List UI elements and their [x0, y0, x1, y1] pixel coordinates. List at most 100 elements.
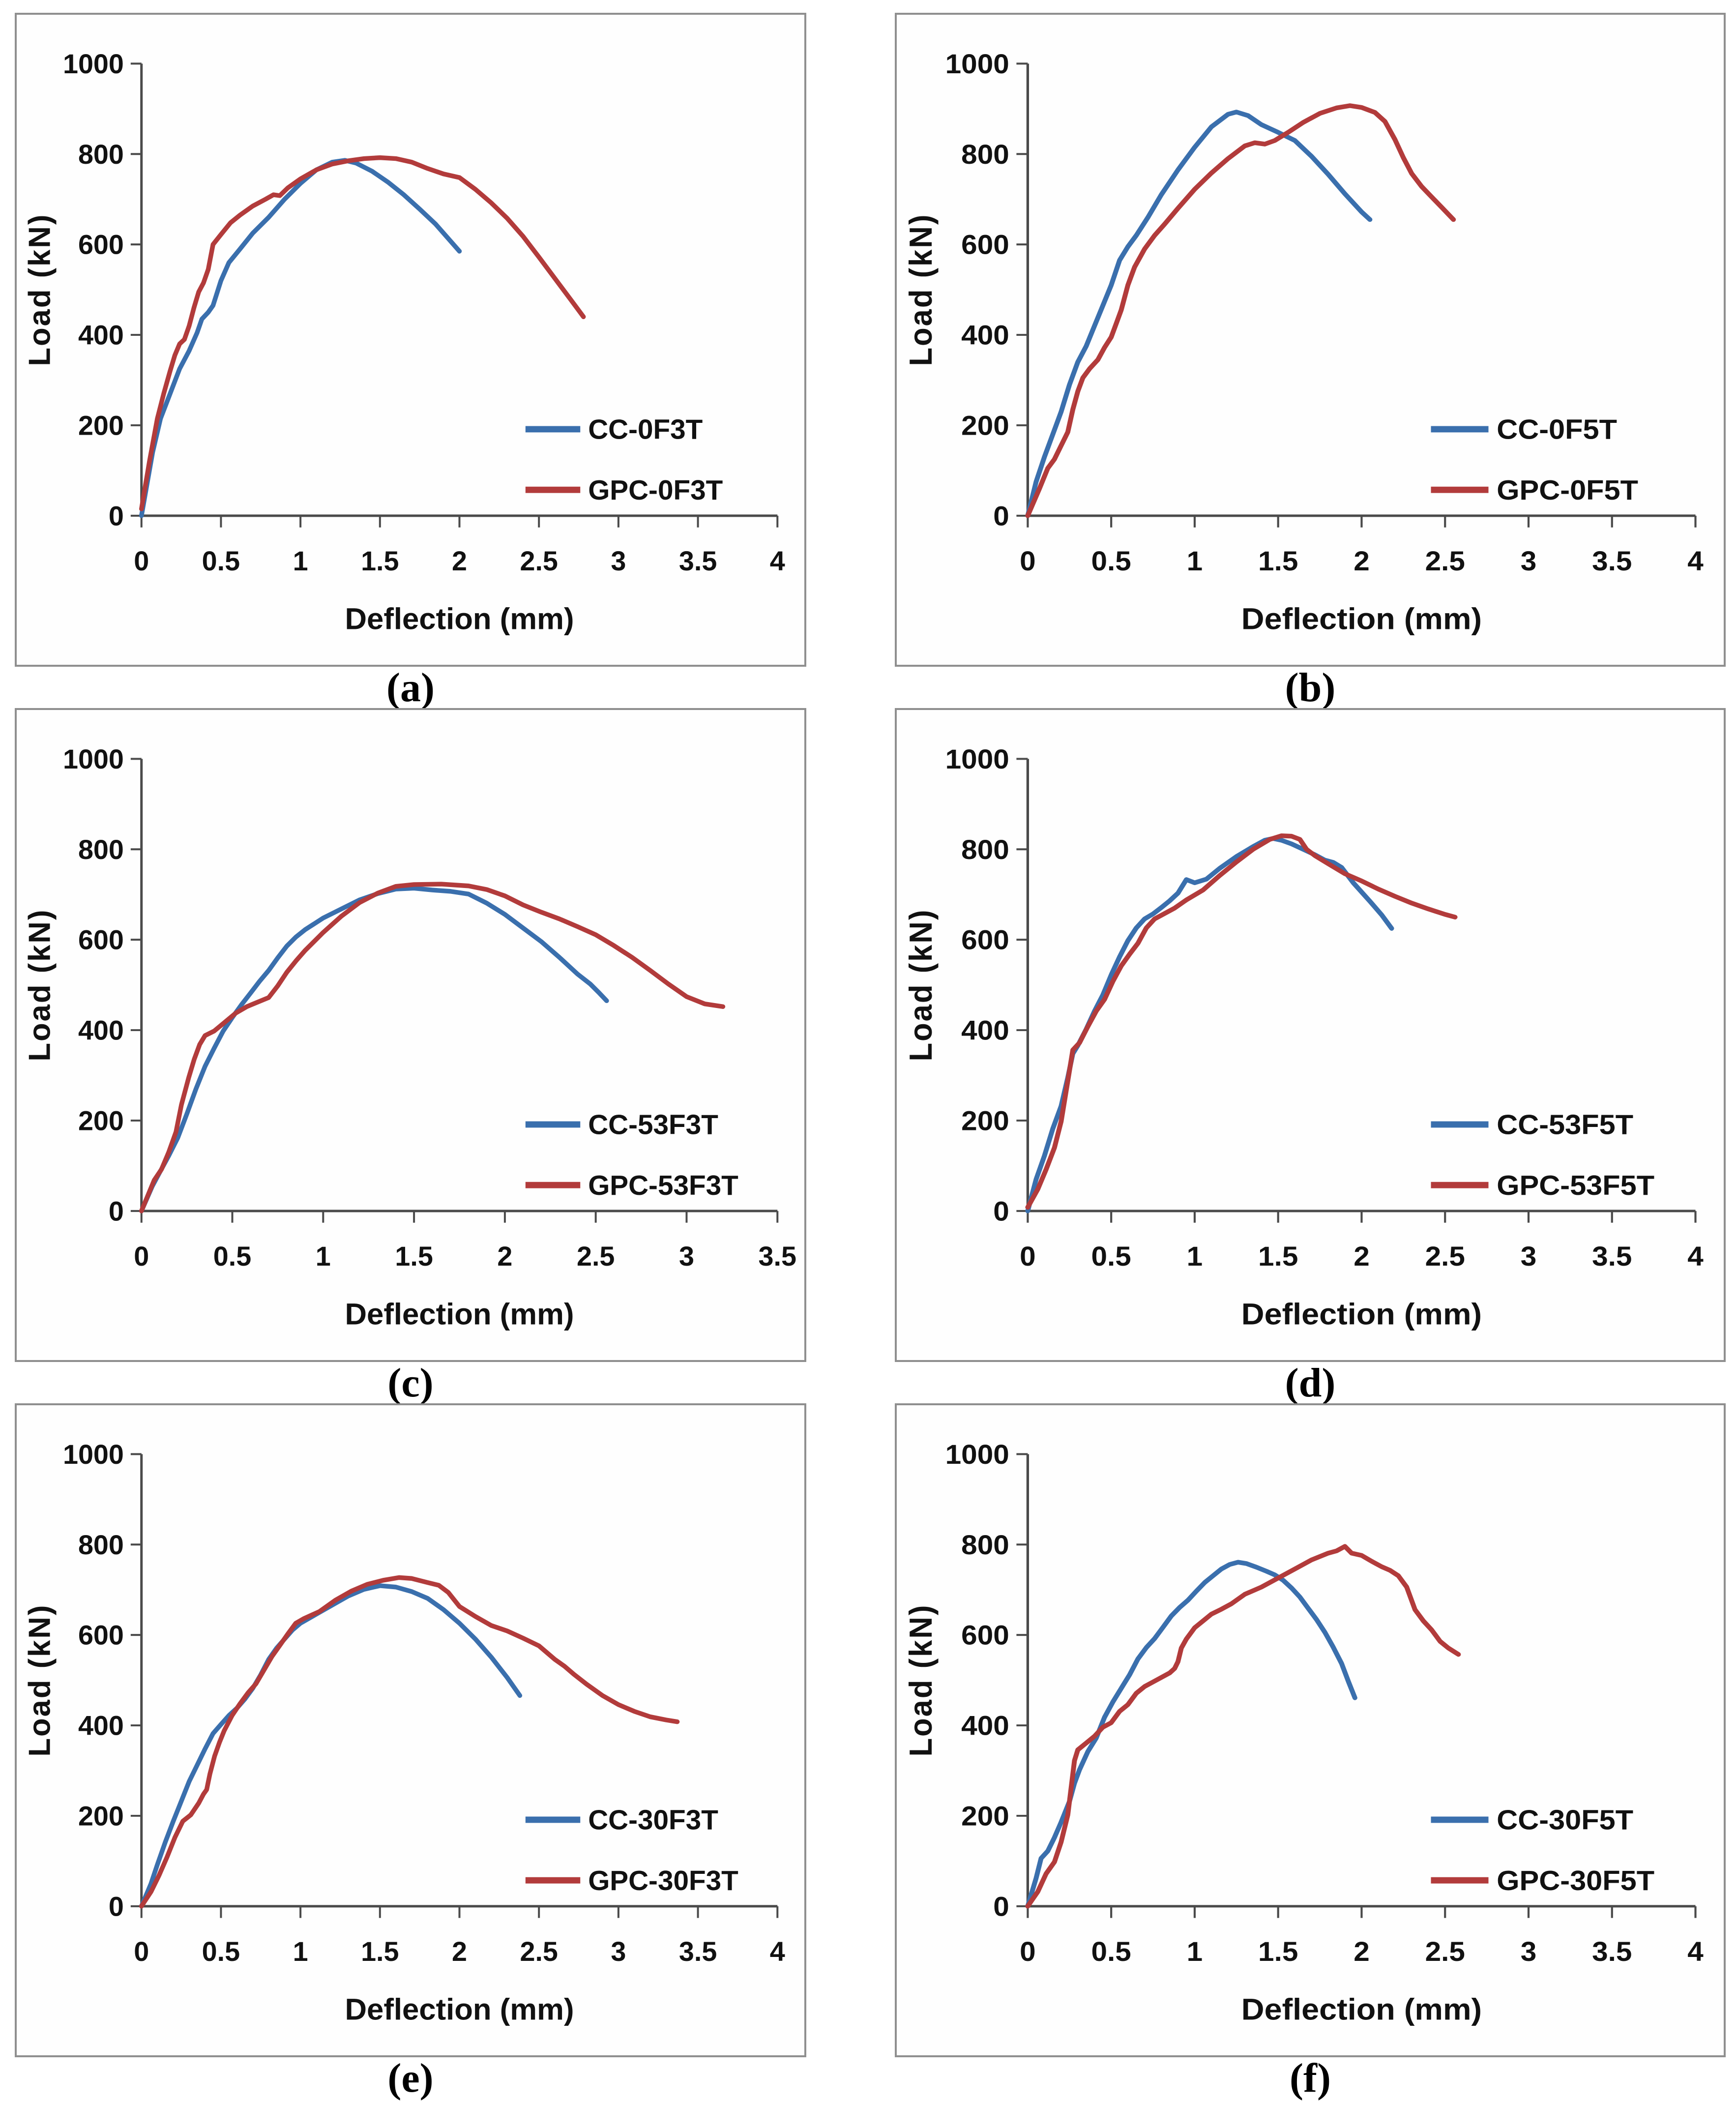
series-GPC-0F3T	[139, 155, 586, 511]
legend-label-GPC-53F5T: GPC-53F5T	[1497, 1170, 1654, 1201]
y-tick-label: 200	[78, 1105, 124, 1136]
x-tick-label: 2	[1353, 546, 1370, 576]
x-tick-label: 1	[293, 1936, 308, 1967]
x-tick-label: 2.5	[520, 1936, 558, 1967]
x-tick-label: 3.5	[679, 1936, 717, 1967]
y-tick-label: 200	[78, 410, 124, 441]
x-tick-label: 0.5	[1091, 1936, 1131, 1967]
y-tick-label: 800	[961, 834, 1009, 865]
panel-d: 0 200 400 600 800 1000 0 0.5 1 1.5 2 2.5 3 3.5 4 Deflec…	[895, 708, 1726, 1406]
panel-label-d: (d)	[1285, 1360, 1336, 1406]
legend-label-CC-53F3T: CC-53F3T	[588, 1110, 718, 1141]
series-GPC-30F5T	[1025, 1544, 1461, 1909]
panel-b: 0 200 400 600 800 1000 0 0.5 1 1.5 2 2.5 3 3.5 4 Deflec…	[895, 13, 1726, 711]
x-tick-label: 1.5	[361, 546, 399, 576]
panel-label-e: (e)	[387, 2055, 434, 2101]
legend-label-CC-0F5T: CC-0F5T	[1497, 414, 1617, 445]
y-tick-label: 600	[961, 230, 1009, 260]
x-tick-label: 1.5	[1258, 546, 1298, 576]
legend-label-CC-30F5T: CC-30F5T	[1497, 1805, 1633, 1836]
y-axis-title: Load (kN)	[904, 213, 939, 366]
y-tick-label: 800	[961, 139, 1009, 170]
series-GPC-53F3T	[139, 882, 726, 1214]
x-tick-label: 0	[1020, 1936, 1036, 1967]
x-tick-label: 3.5	[1592, 1936, 1632, 1967]
x-tick-label: 1.5	[395, 1241, 433, 1272]
y-tick-label: 400	[961, 1015, 1009, 1046]
x-tick-label: 2.5	[1425, 1241, 1465, 1272]
x-tick-label: 1.5	[361, 1936, 399, 1967]
y-tick-label: 600	[961, 1620, 1009, 1651]
x-tick-label: 1	[1187, 546, 1203, 576]
chart-svg: 0 200 400 600 800 1000 0 0.5 1 1.5 2 2.5 3 3.5 4 Deflec…	[904, 1439, 1704, 2026]
y-tick-label: 800	[961, 1530, 1009, 1560]
chart-svg: 0 200 400 600 800 1000 0 0.5 1 1.5 2 2.5 3 3.5 Deflect…	[23, 744, 796, 1332]
x-tick-label: 1	[1187, 1936, 1203, 1967]
x-tick-label: 2.5	[577, 1241, 615, 1272]
y-axis-title: Load (kN)	[23, 909, 57, 1062]
x-tick-label: 3	[679, 1241, 694, 1272]
panel-f: 0 200 400 600 800 1000 0 0.5 1 1.5 2 2.5 3 3.5 4 Deflec…	[895, 1403, 1726, 2101]
x-tick-label: 3	[611, 546, 626, 576]
chart-e: 0 200 400 600 800 1000 0 0.5 1 1.5 2 2.5 3 3.5 4 Deflec…	[15, 1403, 806, 2057]
x-tick-label: 1.5	[1258, 1936, 1298, 1967]
panel-a: 0 200 400 600 800 1000 0 0.5 1 1.5 2 2.5 3 3.5 4 Deflec…	[15, 13, 806, 711]
x-axis-title: Deflection (mm)	[345, 602, 574, 636]
y-tick-label: 0	[109, 1891, 124, 1922]
x-tick-label: 1.5	[1258, 1241, 1298, 1272]
y-tick-label: 400	[78, 1711, 124, 1741]
x-axis-title: Deflection (mm)	[345, 1297, 574, 1331]
x-tick-label: 3	[611, 1936, 626, 1967]
y-tick-label: 1000	[945, 1439, 1009, 1470]
x-tick-label: 0.5	[202, 1936, 240, 1967]
y-tick-label: 1000	[63, 744, 124, 774]
x-tick-label: 3	[1521, 546, 1537, 576]
y-tick-label: 0	[993, 1196, 1009, 1227]
y-tick-label: 400	[78, 320, 124, 351]
x-axis-title: Deflection (mm)	[345, 1992, 574, 2026]
panel-label-c: (c)	[387, 1360, 434, 1406]
panel-label-a: (a)	[386, 664, 435, 711]
x-tick-label: 4	[770, 546, 785, 576]
legend-label-GPC-30F5T: GPC-30F5T	[1497, 1865, 1654, 1896]
series-CC-30F3T	[139, 1583, 523, 1909]
chart-d: 0 200 400 600 800 1000 0 0.5 1 1.5 2 2.5 3 3.5 4 Deflec…	[895, 708, 1726, 1362]
y-tick-label: 600	[78, 230, 124, 260]
x-tick-label: 4	[1687, 1936, 1704, 1967]
chart-c: 0 200 400 600 800 1000 0 0.5 1 1.5 2 2.5 3 3.5 Deflect…	[15, 708, 806, 1362]
y-tick-label: 800	[78, 1530, 124, 1560]
series-CC-53F3T	[139, 886, 609, 1214]
legend-label-GPC-0F3T: GPC-0F3T	[588, 475, 723, 506]
y-axis-title: Load (kN)	[904, 909, 939, 1062]
x-tick-label: 0	[1020, 546, 1036, 576]
y-tick-label: 400	[78, 1015, 124, 1046]
x-tick-label: 0	[134, 546, 149, 576]
series-CC-0F5T	[1025, 110, 1373, 518]
x-tick-label: 3.5	[1592, 1241, 1632, 1272]
chart-svg: 0 200 400 600 800 1000 0 0.5 1 1.5 2 2.5 3 3.5 4 Deflec…	[23, 1439, 785, 2027]
y-tick-label: 400	[961, 1711, 1009, 1741]
legend-label-CC-53F5T: CC-53F5T	[1497, 1109, 1633, 1140]
x-tick-label: 0.5	[1091, 1241, 1131, 1272]
x-tick-label: 0	[134, 1241, 149, 1272]
y-tick-label: 0	[109, 1196, 124, 1226]
series-GPC-53F5T	[1025, 833, 1458, 1210]
y-tick-label: 200	[961, 411, 1009, 441]
x-tick-label: 3.5	[1592, 546, 1632, 576]
x-tick-label: 2.5	[520, 546, 558, 576]
x-tick-label: 4	[1687, 1241, 1704, 1272]
x-tick-label: 2	[452, 546, 467, 576]
x-tick-label: 1	[316, 1241, 331, 1272]
x-tick-label: 1	[1187, 1241, 1203, 1272]
series-CC-0F3T	[139, 158, 462, 518]
y-tick-label: 800	[78, 139, 124, 170]
x-tick-label: 2	[452, 1936, 467, 1967]
x-axis-title: Deflection (mm)	[1241, 602, 1482, 636]
x-tick-label: 2	[1353, 1241, 1370, 1272]
x-tick-label: 4	[1687, 546, 1704, 576]
y-tick-label: 1000	[63, 49, 124, 79]
panel-e: 0 200 400 600 800 1000 0 0.5 1 1.5 2 2.5 3 3.5 4 Deflec…	[15, 1403, 806, 2101]
y-axis-title: Load (kN)	[904, 1604, 939, 1757]
chart-svg: 0 200 400 600 800 1000 0 0.5 1 1.5 2 2.5 3 3.5 4 Deflec…	[904, 744, 1704, 1331]
